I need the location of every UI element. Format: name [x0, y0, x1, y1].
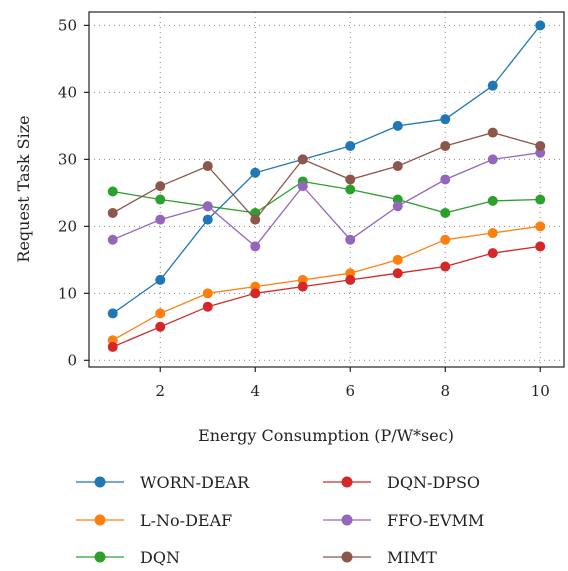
data-point [202, 214, 213, 225]
x-tick-label: 2 [155, 382, 165, 400]
series-line-dqn-dpso [112, 245, 541, 348]
series-ffo-evmm [107, 147, 546, 252]
data-point [440, 261, 451, 272]
legend-marker [94, 551, 106, 563]
legend-item-dqn: DQN [76, 548, 180, 567]
data-point [202, 288, 213, 299]
data-point [535, 20, 546, 31]
x-tick-label: 4 [250, 382, 260, 400]
legend-label: FFO-EVMM [387, 511, 484, 530]
y-tick-label: 20 [58, 217, 77, 235]
y-tick-label: 10 [58, 284, 77, 302]
data-point [107, 207, 118, 218]
series-line-l-no-deaf [112, 225, 541, 341]
data-point [345, 184, 356, 195]
x-tick-label: 6 [345, 382, 355, 400]
legend-label: L-No-DEAF [140, 511, 232, 530]
data-point [535, 241, 546, 252]
series-layer [107, 20, 546, 352]
series-mimt [107, 127, 546, 225]
data-point [250, 241, 261, 252]
data-point [202, 301, 213, 312]
legend: WORN-DEAR L-No-DEAF DQN DQN-DPSO FFO-EVMM MIM… [76, 473, 484, 567]
data-point [487, 154, 498, 165]
legend-marker [94, 514, 106, 526]
plot-frame [88, 11, 565, 368]
data-point [440, 140, 451, 151]
x-axis-title: Energy Consumption (P/W*sec) [198, 426, 454, 445]
legend-label: DQN [140, 548, 180, 567]
data-point [297, 181, 308, 192]
axis-ticks: 2 4 6 8 10 0 10 20 30 40 50 [58, 16, 550, 400]
y-tick-label: 50 [58, 16, 77, 34]
data-point [392, 161, 403, 172]
data-point [250, 167, 261, 178]
legend-marker [94, 476, 106, 488]
data-point [392, 254, 403, 265]
series-line-dqn [112, 180, 541, 214]
data-point [535, 140, 546, 151]
x-tick-label: 8 [440, 382, 450, 400]
y-tick-label: 0 [67, 351, 77, 369]
data-point [487, 248, 498, 259]
series-dqn [107, 176, 546, 218]
series-line-worn-dear [112, 24, 541, 314]
data-point [487, 80, 498, 91]
data-point [535, 194, 546, 205]
data-point [155, 181, 166, 192]
data-point [345, 274, 356, 285]
legend-item-l-no-deaf: L-No-DEAF [76, 511, 232, 530]
data-point [155, 274, 166, 285]
data-point [440, 114, 451, 125]
data-point [297, 281, 308, 292]
y-axis-title: Request Task Size [14, 115, 33, 262]
data-point [107, 234, 118, 245]
data-point [345, 174, 356, 185]
data-point [535, 221, 546, 232]
legend-label: MIMT [387, 548, 437, 567]
data-point [392, 268, 403, 279]
data-point [202, 161, 213, 172]
data-point [440, 174, 451, 185]
y-tick-label: 40 [58, 83, 77, 101]
series-line-mimt [112, 131, 541, 221]
data-point [440, 234, 451, 245]
y-tick-label: 30 [58, 150, 77, 168]
data-point [440, 207, 451, 218]
legend-label: WORN-DEAR [140, 473, 250, 492]
x-tick-label: 10 [531, 382, 550, 400]
legend-item-mimt: MIMT [323, 548, 437, 567]
data-point [392, 120, 403, 131]
legend-item-dqn-dpso: DQN-DPSO [323, 473, 480, 492]
data-point [107, 308, 118, 319]
data-point [107, 341, 118, 352]
data-point [487, 127, 498, 138]
data-point [155, 321, 166, 332]
legend-marker [341, 551, 353, 563]
data-point [155, 214, 166, 225]
data-point [107, 186, 118, 197]
series-dqn-dpso [107, 241, 546, 352]
legend-item-worn-dear: WORN-DEAR [76, 473, 250, 492]
series-line-ffo-evmm [112, 152, 541, 248]
data-point [487, 228, 498, 239]
data-point [155, 194, 166, 205]
data-point [345, 140, 356, 151]
data-point [487, 195, 498, 206]
data-point [250, 214, 261, 225]
legend-item-ffo-evmm: FFO-EVMM [323, 511, 484, 530]
legend-marker [341, 514, 353, 526]
data-point [250, 288, 261, 299]
data-point [202, 201, 213, 212]
legend-marker [341, 476, 353, 488]
grid [89, 12, 564, 367]
data-point [392, 201, 403, 212]
legend-label: DQN-DPSO [387, 473, 480, 492]
data-point [155, 308, 166, 319]
data-point [345, 234, 356, 245]
data-point [297, 154, 308, 165]
